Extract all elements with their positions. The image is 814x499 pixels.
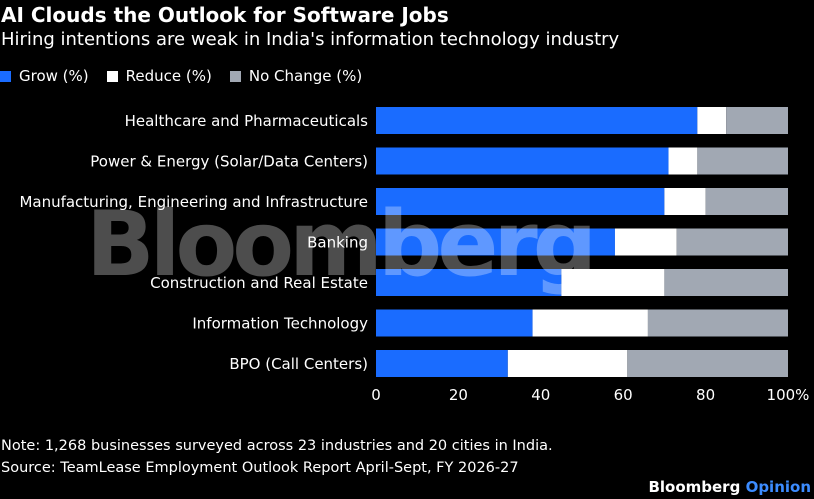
bar-no-change-power-energy-solar-data-centers: [697, 147, 788, 175]
bar-no-change-construction-and-real-estate: [664, 269, 788, 296]
bar-reduce-information-technology: [532, 309, 648, 337]
x-tick-label-0: 0: [371, 386, 381, 404]
category-label-bpo-call-centers: BPO (Call Centers): [229, 355, 368, 373]
bar-reduce-manufacturing-engineering-and-infrastructure: [664, 188, 706, 215]
category-label-manufacturing-engineering-and-infrastructure: Manufacturing, Engineering and Infrastru…: [19, 193, 368, 211]
bar-grow-power-energy-solar-data-centers: [376, 147, 669, 175]
bar-no-change-bpo-call-centers: [627, 350, 788, 377]
category-label-banking: Banking: [307, 234, 368, 252]
bar-no-change-manufacturing-engineering-and-infrastructure: [705, 188, 788, 215]
x-tick-label-100: 100%: [767, 386, 810, 404]
legend-item-no-change: No Change (%): [229, 67, 363, 85]
footnote-note: Note: 1,268 businesses surveyed across 2…: [1, 438, 553, 454]
bar-grow-banking: [376, 228, 615, 256]
bar-reduce-construction-and-real-estate: [561, 269, 665, 296]
bar-grow-information-technology: [376, 309, 533, 337]
legend-item-grow: Grow (%): [0, 67, 89, 85]
bar-no-change-banking: [676, 228, 788, 256]
stacked-bar-chart: Healthcare and Pharmaceuticals Power & En…: [19, 107, 810, 404]
bar-grow-manufacturing-engineering-and-infrastructure: [376, 188, 665, 215]
chart-subtitle: Hiring intentions are weak in India's in…: [1, 29, 620, 50]
footnote-source: Source: TeamLease Employment Outlook Rep…: [1, 460, 519, 476]
category-label-power-energy-solar-data-centers: Power & Energy (Solar/Data Centers): [90, 153, 368, 171]
legend-item-reduce: Reduce (%): [106, 67, 212, 85]
brand-main: Bloomberg: [648, 478, 741, 496]
footnotes: Note: 1,268 businesses surveyed across 2…: [1, 435, 553, 479]
bar-reduce-banking: [614, 228, 677, 256]
legend-swatch-no-change: [229, 70, 241, 82]
brand-logo: Bloomberg Opinion: [648, 478, 811, 496]
bar-grow-construction-and-real-estate: [376, 269, 562, 296]
chart-title: AI Clouds the Outlook for Software Jobs: [1, 3, 449, 27]
bar-no-change-information-technology: [647, 309, 788, 337]
bar-reduce-power-energy-solar-data-centers: [668, 147, 698, 175]
brand-accent: Opinion: [745, 478, 811, 496]
bar-no-change-healthcare-and-pharmaceuticals: [726, 107, 788, 134]
x-tick-label-40: 40: [531, 386, 550, 404]
legend-label-grow: Grow (%): [19, 67, 89, 85]
category-label-healthcare-and-pharmaceuticals: Healthcare and Pharmaceuticals: [125, 112, 369, 130]
legend-swatch-grow: [0, 70, 11, 82]
legend-label-reduce: Reduce (%): [125, 67, 212, 85]
bar-grow-bpo-call-centers: [376, 350, 508, 377]
x-tick-label-20: 20: [449, 386, 468, 404]
legend: Grow (%) Reduce (%) No Change (%): [0, 66, 380, 86]
legend-swatch-reduce: [106, 70, 118, 82]
bar-reduce-healthcare-and-pharmaceuticals: [697, 107, 727, 134]
legend-label-no-change: No Change (%): [248, 67, 363, 85]
category-label-construction-and-real-estate: Construction and Real Estate: [150, 274, 368, 292]
bar-reduce-bpo-call-centers: [507, 350, 628, 377]
x-tick-label-80: 80: [696, 386, 715, 404]
bar-grow-healthcare-and-pharmaceuticals: [376, 107, 698, 134]
category-label-information-technology: Information Technology: [192, 315, 368, 333]
x-tick-label-60: 60: [614, 386, 633, 404]
